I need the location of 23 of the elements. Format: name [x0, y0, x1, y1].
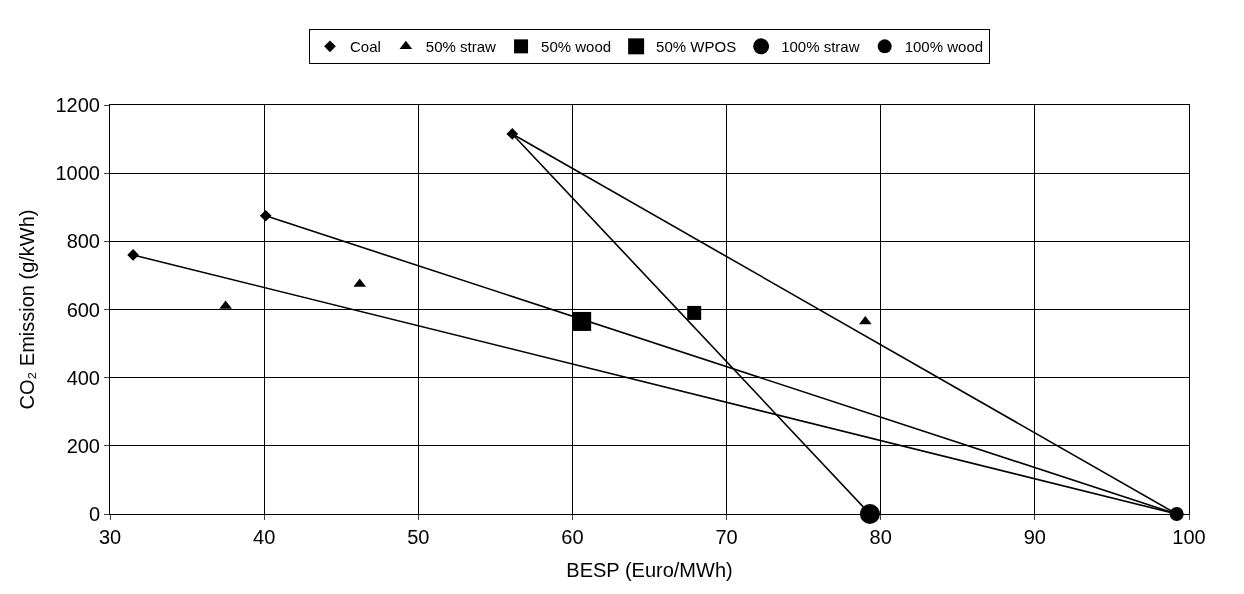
x-tick-label: 70	[715, 526, 738, 548]
y-axis-title: CO₂ Emission (g/kWh)	[16, 209, 38, 410]
legend-label: 50% straw	[425, 38, 497, 56]
x-tick-label: 30	[98, 526, 122, 548]
y-tick-label: 200	[66, 434, 100, 457]
x-tick-label: 80	[869, 526, 892, 548]
legend-label: 50% wood	[541, 38, 612, 56]
y-tick-label: 1200	[55, 94, 100, 116]
x-tick-label: 60	[561, 526, 584, 548]
x-axis-title: BESP (Euro/MWh)	[566, 558, 733, 581]
legend-label: Coal	[350, 38, 381, 56]
x-tick-label: 90	[1023, 526, 1046, 548]
y-tick-label: 0	[88, 503, 100, 525]
x-tick-label: 100	[1172, 526, 1206, 548]
y-tick-label: 1000	[55, 162, 100, 185]
legend-label: 100% wood	[904, 38, 984, 56]
y-tick-label: 600	[66, 298, 100, 321]
y-tick-label: 400	[66, 366, 100, 389]
x-tick-label: 40	[253, 526, 276, 548]
legend-label: 100% straw	[781, 38, 860, 56]
legend-label: 50% WPOS	[656, 38, 737, 56]
y-tick-label: 800	[66, 230, 100, 253]
x-tick-label: 50	[407, 526, 430, 548]
